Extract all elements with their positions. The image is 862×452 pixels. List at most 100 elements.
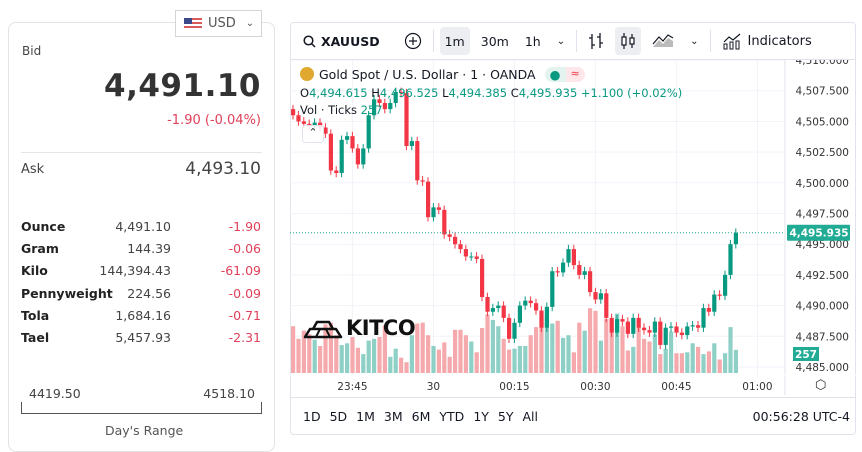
chevron-up-icon: ⌃ bbox=[308, 126, 318, 139]
candle-body bbox=[517, 305, 522, 323]
volume-bar bbox=[490, 319, 495, 373]
day-range-bar bbox=[21, 402, 262, 414]
candle-body bbox=[593, 292, 598, 300]
volume-bar bbox=[517, 346, 522, 373]
candle-body bbox=[571, 249, 576, 266]
range-all[interactable]: All bbox=[522, 409, 539, 424]
candle-body bbox=[458, 244, 463, 250]
candle-body bbox=[490, 308, 495, 312]
volume-bar bbox=[366, 340, 371, 373]
symbol-title[interactable]: Gold Spot / U.S. Dollar · 1 · OANDA bbox=[319, 66, 536, 82]
currency-select[interactable]: USD ⌄ bbox=[175, 10, 262, 37]
range-1y[interactable]: 1Y bbox=[473, 409, 489, 424]
bid-price: 4,491.10 bbox=[104, 68, 261, 104]
bars-icon bbox=[589, 33, 604, 49]
volume-bar bbox=[436, 349, 441, 373]
volume-bar bbox=[598, 340, 603, 373]
unit-row-ounce: Ounce 4,491.10 -1.90 bbox=[21, 219, 261, 234]
candle-body bbox=[312, 122, 317, 127]
volume-bar bbox=[658, 354, 663, 373]
candle-body bbox=[723, 274, 728, 296]
interval-1m[interactable]: 1m bbox=[439, 27, 470, 55]
candle-body bbox=[372, 99, 377, 116]
candle-body bbox=[685, 326, 690, 336]
market-status-badge: ● ≈ bbox=[544, 66, 585, 82]
currency-label: USD bbox=[208, 16, 236, 31]
volume-bar bbox=[647, 341, 652, 373]
candle-body bbox=[566, 249, 571, 263]
interval-dropdown[interactable]: ⌄ bbox=[552, 27, 570, 55]
volume-bar bbox=[415, 323, 420, 373]
bar-style-button[interactable] bbox=[583, 27, 609, 55]
volume-bar bbox=[393, 348, 398, 373]
volume-bar bbox=[372, 338, 377, 373]
volume-bar bbox=[733, 349, 738, 373]
indicators-button[interactable]: Indicators bbox=[717, 27, 817, 55]
candle-style-button[interactable] bbox=[615, 27, 642, 55]
chart-type-dropdown[interactable]: ⌄ bbox=[685, 27, 703, 55]
bid-label: Bid bbox=[22, 44, 42, 58]
volume-bar bbox=[323, 324, 328, 373]
kitco-bars-icon bbox=[303, 320, 343, 339]
candle-body bbox=[496, 305, 501, 309]
volume-bar bbox=[296, 338, 301, 373]
candle-body bbox=[393, 91, 398, 103]
candle-body bbox=[701, 308, 706, 328]
candle-body bbox=[631, 317, 636, 334]
volume-bar bbox=[712, 343, 717, 373]
candle-body bbox=[647, 330, 652, 333]
interval-30m[interactable]: 30m bbox=[480, 33, 509, 49]
range-6m[interactable]: 6M bbox=[411, 409, 431, 424]
range-ytd[interactable]: YTD bbox=[439, 409, 465, 424]
volume-bar bbox=[528, 335, 533, 373]
divider bbox=[21, 152, 262, 153]
candle-body bbox=[663, 327, 668, 345]
candle-body bbox=[696, 325, 701, 328]
volume-bar bbox=[442, 342, 447, 373]
price-axis[interactable]: 4,510.000 4,507.500 4,505.000 4,502.500 4,50… bbox=[787, 60, 850, 374]
candle-body bbox=[523, 300, 528, 306]
candle-body bbox=[652, 321, 657, 333]
volume-bar bbox=[534, 327, 539, 373]
collapse-legend-button[interactable]: ⌃ bbox=[302, 125, 324, 143]
volume-bar bbox=[642, 338, 647, 373]
candle-body bbox=[420, 180, 425, 182]
symbol-search-button[interactable]: XAUUSD bbox=[298, 27, 385, 55]
interval-1h[interactable]: 1h bbox=[524, 33, 541, 49]
price-chart[interactable]: 4,510.000 4,507.500 4,505.000 4,502.500 4,50… bbox=[290, 60, 856, 395]
day-range-high: 4518.10 bbox=[203, 386, 255, 401]
candle-body bbox=[377, 99, 382, 103]
volume-bar bbox=[420, 322, 425, 373]
volume-bar bbox=[593, 310, 598, 373]
volume-bar bbox=[409, 335, 414, 373]
volume-bar bbox=[377, 337, 382, 373]
y-tick-label: 4,507.500 bbox=[796, 86, 849, 98]
chart-settings-button[interactable]: ⬡ bbox=[815, 378, 826, 393]
candle-body bbox=[382, 102, 387, 110]
unit-row-gram: Gram 144.39 -0.06 bbox=[21, 241, 261, 256]
volume-bar bbox=[463, 335, 468, 373]
range-1m[interactable]: 1M bbox=[356, 409, 375, 424]
range-1d[interactable]: 1D bbox=[303, 409, 321, 424]
compare-symbol-button[interactable] bbox=[399, 27, 427, 55]
candle-body bbox=[345, 136, 350, 140]
time-axis[interactable]: 23:45 30 00:15 00:30 00:45 01:00 bbox=[337, 381, 772, 393]
volume-bar bbox=[615, 313, 620, 373]
volume-bar bbox=[561, 337, 566, 373]
area-style-button[interactable] bbox=[647, 27, 679, 55]
last-volume-label: 257 bbox=[795, 349, 817, 361]
range-5d[interactable]: 5D bbox=[329, 409, 348, 424]
clock[interactable]: 00:56:28 UTC-4 bbox=[752, 409, 850, 424]
range-3m[interactable]: 3M bbox=[383, 409, 403, 424]
volume-bar bbox=[458, 329, 463, 373]
volume-bar bbox=[501, 338, 506, 373]
range-5y[interactable]: 5Y bbox=[497, 409, 514, 424]
candle-body bbox=[625, 321, 630, 334]
x-tick-label: 00:45 bbox=[661, 381, 691, 393]
volume-bar bbox=[469, 341, 474, 373]
ask-label: Ask bbox=[21, 162, 45, 177]
y-tick-label: 4,492.500 bbox=[796, 270, 849, 282]
volume-bar bbox=[696, 346, 701, 373]
candle-body bbox=[453, 236, 458, 245]
y-tick-label: 4,505.000 bbox=[796, 116, 849, 128]
